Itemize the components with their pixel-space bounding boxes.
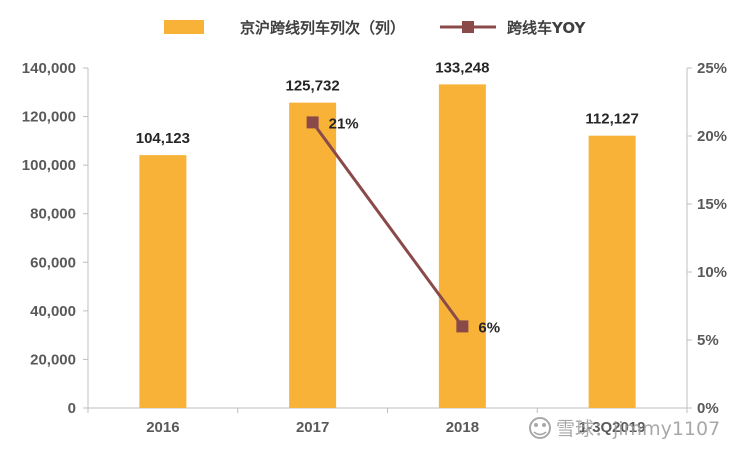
legend-bar-label: 京沪跨线列车列次（列） — [240, 19, 405, 37]
right-tick-label: 15% — [697, 196, 727, 213]
left-tick-label: 0 — [68, 400, 76, 417]
x-tick-label: 2018 — [446, 419, 479, 436]
legend-line-marker — [462, 21, 474, 33]
left-tick-label: 60,000 — [30, 254, 76, 271]
yoy-line — [311, 121, 464, 328]
bar-value-label: 133,248 — [435, 59, 489, 76]
legend: 京沪跨线列车列次（列） 跨线车YOY — [164, 19, 587, 37]
yoy-value-label: 6% — [478, 319, 500, 336]
left-tick-label: 120,000 — [22, 109, 76, 126]
right-tick-label: 25% — [697, 60, 727, 77]
watermark: 雪球：jimmy1107 — [529, 417, 720, 440]
bar — [438, 84, 486, 409]
x-tick-label: 2017 — [296, 419, 329, 436]
left-tick-label: 40,000 — [30, 303, 76, 320]
left-tick-label: 80,000 — [30, 206, 76, 223]
left-tick-label: 100,000 — [22, 157, 76, 174]
right-tick-label: 0% — [697, 400, 719, 417]
left-tick-label: 140,000 — [22, 60, 76, 77]
legend-bar-swatch — [164, 20, 204, 34]
bar — [289, 102, 337, 409]
yoy-value-label: 21% — [329, 115, 359, 132]
yoy-marker — [456, 320, 469, 333]
x-tick-label: 2016 — [146, 419, 179, 436]
bar-series — [139, 84, 636, 409]
snowball-logo-icon — [529, 417, 551, 439]
bar-value-label: 125,732 — [286, 78, 340, 95]
bar-value-label: 112,127 — [585, 111, 638, 128]
line-series — [306, 116, 469, 333]
data-labels: 104,123 125,732 133,248 112,127 21% 6% — [136, 59, 639, 336]
bar — [588, 135, 636, 408]
watermark-text: 雪球：jimmy1107 — [556, 418, 720, 440]
left-tick-label: 20,000 — [30, 351, 76, 368]
x-tick-label: 1-3Q2019 — [579, 419, 646, 436]
yoy-marker — [306, 116, 319, 129]
right-tick-label: 5% — [697, 332, 719, 349]
bar — [139, 155, 187, 408]
right-tick-label: 20% — [697, 128, 727, 145]
right-tick-label: 10% — [697, 264, 727, 281]
axes: 0 20,000 40,000 60,000 80,000 100,000 120,000 1… — [22, 60, 727, 436]
bar-value-label: 104,123 — [136, 130, 190, 147]
legend-line-label: 跨线车YOY — [507, 19, 587, 37]
